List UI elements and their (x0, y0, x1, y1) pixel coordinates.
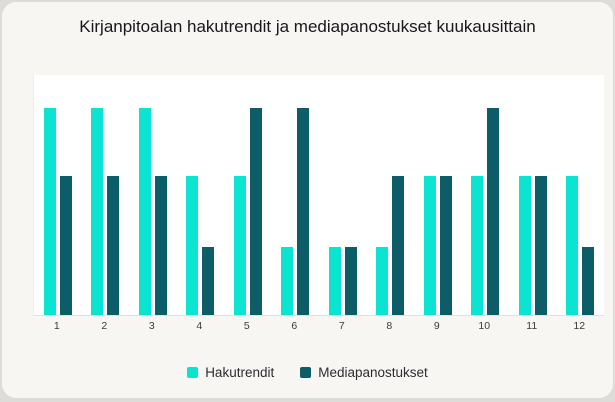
x-axis-label-5: 5 (243, 320, 250, 332)
bar-mediapanostukset-month-4[interactable] (202, 246, 215, 315)
legend-item-hakutrendit[interactable]: Hakutrendit (187, 365, 274, 380)
bar-group-5 (224, 75, 272, 315)
x-axis-label-12: 12 (573, 320, 586, 332)
bar-mediapanostukset-month-9[interactable] (439, 176, 452, 315)
bar-mediapanostukset-month-3[interactable] (154, 176, 167, 315)
x-axis-label-2: 2 (101, 320, 108, 332)
x-axis-label-7: 7 (338, 320, 345, 332)
legend-label-hakutrendit: Hakutrendit (205, 365, 275, 380)
bar-hakutrendit-month-11[interactable] (518, 176, 531, 315)
bar-mediapanostukset-month-6[interactable] (297, 108, 310, 315)
x-axis-label-9: 9 (433, 320, 440, 332)
bar-mediapanostukset-month-12[interactable] (582, 246, 595, 315)
bar-group-1 (34, 75, 82, 315)
bar-hakutrendit-month-7[interactable] (328, 246, 341, 315)
bar-hakutrendit-month-4[interactable] (186, 176, 199, 315)
bar-group-7 (319, 75, 367, 315)
legend-swatch-mediapanostukset-icon (300, 367, 312, 378)
x-axis-label-4: 4 (196, 320, 203, 332)
bar-group-12 (557, 75, 605, 315)
bar-hakutrendit-month-8[interactable] (376, 246, 389, 315)
chart-card: Kirjanpitoalan hakutrendit ja mediapanos… (2, 2, 613, 398)
bar-group-9 (414, 75, 462, 315)
x-axis-label-6: 6 (291, 320, 298, 332)
bar-hakutrendit-month-2[interactable] (91, 108, 104, 315)
bar-hakutrendit-month-3[interactable] (138, 108, 151, 315)
x-axis-label-1: 1 (53, 320, 60, 332)
plot-area (33, 75, 604, 316)
x-axis-label-8: 8 (386, 320, 393, 332)
x-axis-label-11: 11 (526, 320, 538, 332)
bar-hakutrendit-month-12[interactable] (566, 176, 579, 315)
bar-mediapanostukset-month-2[interactable] (107, 176, 120, 315)
bar-mediapanostukset-month-7[interactable] (344, 246, 357, 315)
legend-item-mediapanostukset[interactable]: Mediapanostukset (300, 365, 428, 380)
bar-group-8 (367, 75, 415, 315)
x-axis-label-10: 10 (478, 320, 491, 332)
bar-mediapanostukset-month-10[interactable] (487, 108, 500, 315)
bar-group-10 (462, 75, 510, 315)
chart-legend: Hakutrendit Mediapanostukset (2, 365, 613, 380)
x-axis-label-3: 3 (148, 320, 155, 332)
bar-hakutrendit-month-9[interactable] (423, 176, 436, 315)
bar-group-2 (82, 75, 130, 315)
bar-hakutrendit-month-1[interactable] (43, 108, 56, 315)
bar-hakutrendit-month-10[interactable] (471, 176, 484, 315)
bar-mediapanostukset-month-11[interactable] (534, 176, 547, 315)
bar-mediapanostukset-month-5[interactable] (249, 108, 262, 315)
bar-group-4 (177, 75, 225, 315)
chart-title: Kirjanpitoalan hakutrendit ja mediapanos… (79, 17, 536, 36)
x-axis-labels: 1 2 3 4 5 6 7 8 9 10 11 12 (33, 320, 603, 332)
bar-mediapanostukset-month-1[interactable] (59, 176, 72, 315)
bar-hakutrendit-month-5[interactable] (233, 176, 246, 315)
legend-label-mediapanostukset: Mediapanostukset (318, 365, 428, 380)
bar-group-6 (272, 75, 320, 315)
bar-hakutrendit-month-6[interactable] (281, 246, 294, 315)
bar-group-11 (509, 75, 557, 315)
bar-mediapanostukset-month-8[interactable] (392, 176, 405, 315)
legend-swatch-hakutrendit-icon (187, 367, 199, 378)
bar-group-3 (129, 75, 177, 315)
